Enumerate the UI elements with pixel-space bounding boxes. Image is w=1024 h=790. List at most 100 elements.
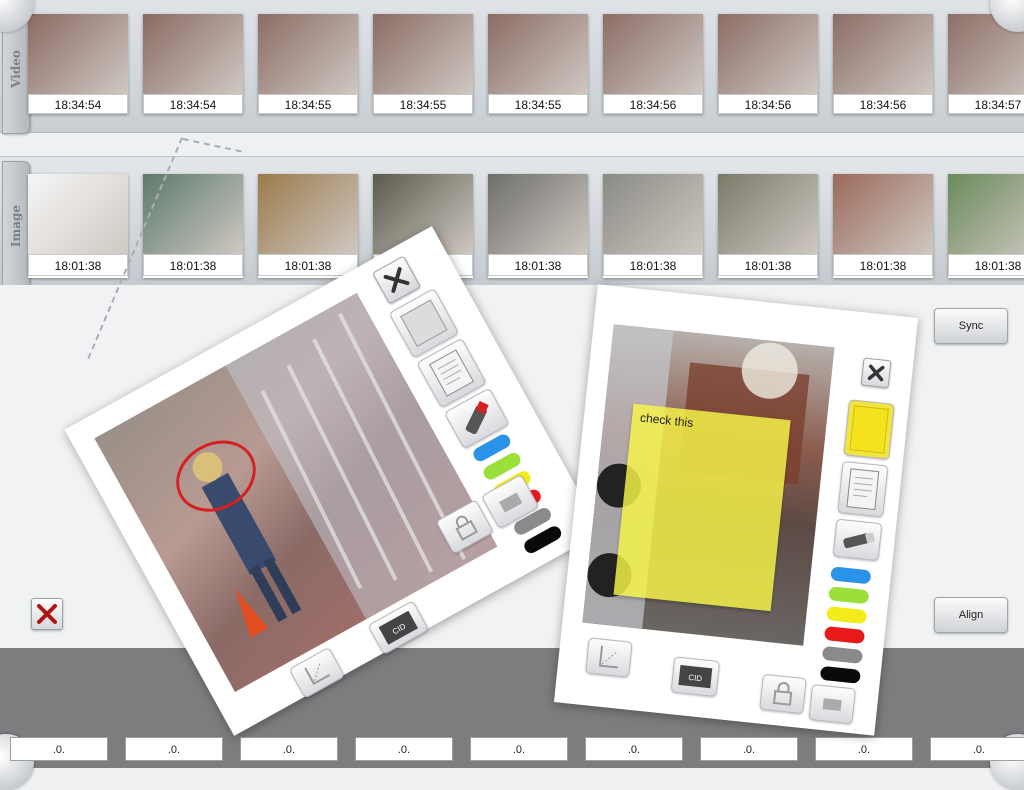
video-thumbnail-image [603,14,703,94]
image-thumbnail[interactable]: 18:01:38 [143,174,243,278]
image-timestamp: 18:01:38 [28,254,128,276]
image-timestamp: 18:01:38 [488,254,588,276]
bottom-field[interactable]: .0. [700,737,798,761]
image-timestamp: 18:01:38 [258,254,358,276]
image-tab-label: Image [9,204,23,248]
video-thumbnail[interactable]: 18:34:54 [28,14,128,114]
bottom-field[interactable]: .0. [125,737,223,761]
pen-color-swatch[interactable] [821,645,864,664]
pen-color-swatch[interactable] [823,625,866,645]
sticky-note[interactable]: check this [613,403,791,612]
document-tool[interactable] [416,337,487,409]
video-thumbnail[interactable]: 18:34:56 [718,14,818,114]
svg-text:CID: CID [688,673,703,683]
video-timestamp: 18:34:56 [603,94,703,114]
image-thumbnail-image [258,174,358,254]
delete-button[interactable] [31,598,63,630]
bottom-field[interactable]: .0. [470,737,568,761]
marker-tool[interactable] [832,518,883,562]
video-timestamp: 18:34:57 [948,94,1024,114]
crop-icon [304,661,331,686]
marker-tool[interactable] [443,387,510,450]
video-thumbnail-image [488,14,588,94]
image-thumbnail-image [718,174,818,254]
align-button[interactable]: Align [934,597,1008,633]
camera-icon [822,698,842,712]
video-frame-card[interactable]: CID [64,226,602,736]
camera-tool[interactable] [808,683,856,725]
image-timestamp: 18:01:38 [833,254,933,276]
bottom-field[interactable]: .0. [240,737,338,761]
lock-tool[interactable] [435,499,495,555]
crop-tool[interactable] [288,646,346,699]
document-icon [428,349,475,397]
sticky-note-icon [400,299,448,347]
connector-line [182,138,242,153]
video-thumbnail[interactable]: 18:34:55 [488,14,588,114]
video-thumbnail-image [833,14,933,94]
video-thumbnail[interactable]: 18:34:56 [603,14,703,114]
pen-color-swatch[interactable] [828,586,870,605]
document-icon [846,468,880,511]
image-thumbnail-image [603,174,703,254]
video-thumbnail[interactable]: 18:34:54 [143,14,243,114]
image-thumbnail[interactable]: 18:01:38 [603,174,703,278]
image-thumbnail[interactable]: 18:01:38 [488,174,588,278]
video-timestamp: 18:34:55 [373,94,473,114]
video-thumbnail-image [143,14,243,94]
video-band: Video 18:34:54 18:34:54 18:34:55 18:34:55 18… [0,0,1024,134]
cid-icon: CID [378,610,419,645]
image-timestamp: 18:01:38 [948,254,1024,276]
image-thumbnail[interactable]: 18:01:38 [718,174,818,278]
image-thumbnail-image [28,174,128,254]
video-timestamp: 18:34:56 [718,94,818,114]
cid-tool[interactable]: CID [670,656,721,697]
crop-tool[interactable] [585,637,633,678]
bottom-field[interactable]: .0. [930,737,1024,761]
image-strip: 18:01:38 18:01:38 18:01:38 18:01:38 18:01:38… [28,157,1024,285]
pen-color-swatch[interactable] [819,665,861,684]
image-timestamp: 18:01:38 [718,254,818,276]
video-thumbnail[interactable]: 18:34:56 [833,14,933,114]
bottom-field[interactable]: .0. [815,737,913,761]
marker-icon [843,532,875,549]
video-timestamp: 18:34:56 [833,94,933,114]
video-thumbnail[interactable]: 18:34:55 [258,14,358,114]
image-timestamp: 18:01:38 [603,254,703,276]
bottom-field[interactable]: .0. [585,737,683,761]
marker-icon [465,400,489,435]
document-tool[interactable] [837,460,889,518]
bottom-field[interactable]: .0. [355,737,453,761]
pen-color-swatch[interactable] [825,606,868,625]
image-thumbnail-image [488,174,588,254]
image-thumbnail-image [948,174,1024,254]
video-timestamp: 18:34:55 [488,94,588,114]
video-thumbnail[interactable]: 18:34:55 [373,14,473,114]
image-thumbnail[interactable]: 18:01:38 [948,174,1024,278]
cid-tool[interactable]: CID [367,600,430,656]
lock-tool[interactable] [759,673,807,715]
video-thumbnail-image [28,14,128,94]
image-thumbnail-image [143,174,243,254]
image-card[interactable]: check this CID [553,284,919,736]
sticky-note-tool[interactable] [388,287,460,359]
pen-color-swatch[interactable] [830,566,872,585]
video-tab-label: Video [9,50,23,88]
lock-icon [772,681,793,706]
sticky-note-tool[interactable] [843,399,895,460]
image-thumbnail[interactable]: 18:01:38 [833,174,933,278]
close-card-button[interactable] [372,255,421,305]
image-thumbnail[interactable]: 18:01:38 [28,174,128,278]
close-card-button[interactable] [860,357,892,389]
image-band: Image 18:01:38 18:01:38 18:01:38 18:01:38 18… [0,156,1024,291]
close-icon [867,364,885,382]
sticky-note-text[interactable]: check this [639,410,694,431]
camera-tool[interactable] [480,473,540,530]
bottom-field[interactable]: .0. [10,737,108,761]
image-tab[interactable]: Image [2,161,30,291]
sync-button[interactable]: Sync [934,308,1008,344]
video-thumbnail-image [258,14,358,94]
image-thumbnail[interactable]: 18:01:38 [258,174,358,278]
video-thumbnail-image [718,14,818,94]
video-timestamp: 18:34:54 [28,94,128,114]
